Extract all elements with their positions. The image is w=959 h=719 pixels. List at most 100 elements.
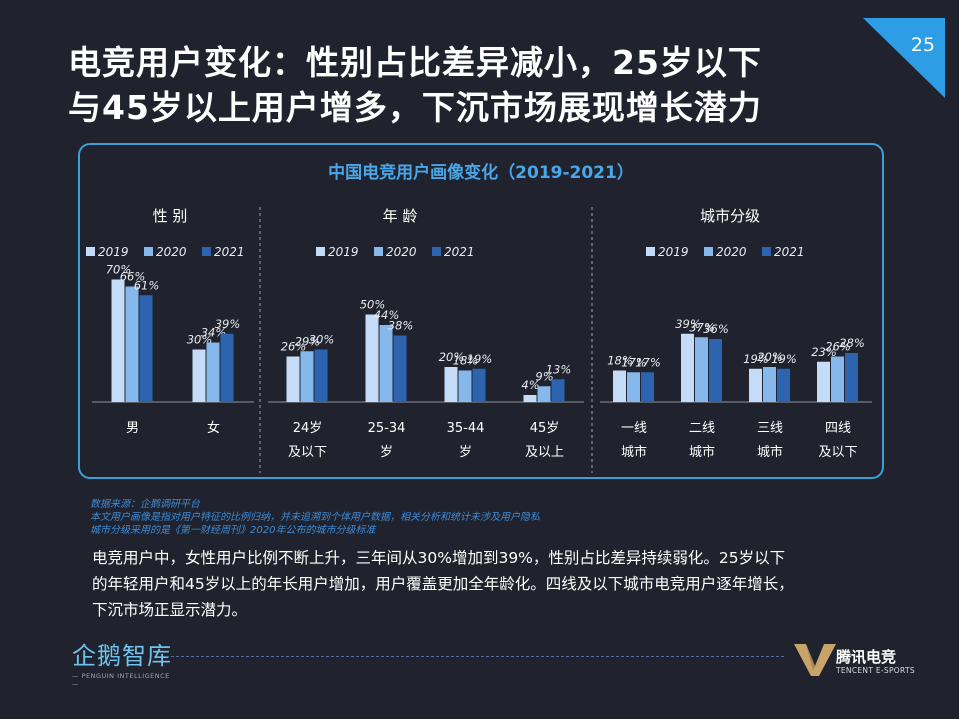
data-label: 26% <box>281 340 307 354</box>
group-title: 城市分级 <box>700 207 760 225</box>
bar <box>111 279 125 402</box>
data-label: 38% <box>388 319 414 333</box>
bar <box>300 351 314 402</box>
category-label: 女 <box>207 420 220 436</box>
chart-panel: 中国电竞用户画像变化（2019-2021） 性 别 2019 2020 2021 70% 6… <box>78 143 884 479</box>
data-label: 13% <box>546 362 572 376</box>
data-label: 30% <box>187 333 213 347</box>
title-line-2: 与45岁以上用户增多，下沉市场展现增长潜力 <box>68 88 762 127</box>
logo-right-sub: TENCENT E-SPORTS <box>836 666 915 675</box>
category-label: 一线 <box>621 421 647 436</box>
legend-label: 2021 <box>214 245 245 259</box>
penguin-intelligence-logo: 企鹅智库 — PENGUIN INTELLIGENCE — <box>64 634 174 688</box>
bar <box>393 335 407 402</box>
bar <box>777 368 790 402</box>
bar <box>139 295 153 402</box>
legend-swatch <box>762 247 771 256</box>
data-label: 66% <box>120 270 146 284</box>
category-label: 二线 <box>689 421 715 436</box>
bar <box>523 395 537 402</box>
data-label: 17% <box>621 355 647 369</box>
logo-left-name: 企鹅智库 <box>72 642 172 670</box>
bar <box>472 368 486 402</box>
data-label: 30% <box>309 333 335 347</box>
bar <box>192 349 206 402</box>
bar <box>845 353 858 402</box>
bar <box>537 386 551 402</box>
bar <box>125 286 139 402</box>
legend-label: 2020 <box>156 245 187 259</box>
legend-label: 2020 <box>386 245 417 259</box>
logo-right-name: 腾讯电竞 <box>836 648 897 666</box>
group-title: 年 龄 <box>383 207 418 225</box>
category-label: 及以上 <box>525 445 564 460</box>
legend-label: 2019 <box>658 245 689 259</box>
data-label: 37% <box>689 320 715 334</box>
bar-chart: 中国电竞用户画像变化（2019-2021） 性 别 2019 2020 2021 70%6… <box>86 162 872 473</box>
page-title: 电竞用户变化：性别占比差异减小，25岁以下 与45岁以上用户增多，下沉市场展现增… <box>68 40 868 130</box>
data-label: 44% <box>374 308 400 322</box>
bar <box>709 339 722 402</box>
legend-label: 2021 <box>444 245 475 259</box>
data-label: 34% <box>201 326 227 340</box>
data-label: 39% <box>675 317 701 331</box>
legend-swatch <box>144 247 153 256</box>
data-label: 17% <box>635 355 661 369</box>
group-title: 性 别 <box>153 207 188 225</box>
bar <box>458 370 472 402</box>
category-label: 三线 <box>757 421 783 436</box>
summary-line: 电竞用户中，女性用户比例不断上升，三年间从30%增加到39%，性别占比差异持续弱… <box>92 549 786 567</box>
source-line: 本文用户画像是指对用户特征的比例归纳，并未追溯到个体用户数据，相关分析和统计未涉… <box>90 512 540 523</box>
data-label: 19% <box>467 352 493 366</box>
corner-triangle <box>863 18 945 98</box>
title-line-1: 电竞用户变化：性别占比差异减小，25岁以下 <box>68 43 762 82</box>
data-label: 28% <box>839 336 865 350</box>
page-number: 25 <box>910 34 935 56</box>
data-label: 36% <box>703 322 729 336</box>
category-label: 及以下 <box>818 445 857 460</box>
source-line: 城市分级采用的是《第一财经周刊》2020年公布的城市分级标准 <box>90 525 376 536</box>
bar <box>681 333 694 402</box>
data-label: 39% <box>215 317 241 331</box>
category-label: 城市 <box>689 444 715 460</box>
bar <box>314 349 328 402</box>
legend-label: 2019 <box>98 245 129 259</box>
category-label: 岁 <box>380 445 393 460</box>
source-line: 数据来源：企鹅调研平台 <box>90 499 200 510</box>
bar <box>695 337 708 402</box>
category-label: 25-34 <box>368 421 406 436</box>
legend-swatch <box>432 247 441 256</box>
bar <box>763 367 776 402</box>
bar <box>206 342 220 402</box>
legend-label: 2021 <box>774 245 805 259</box>
bar <box>220 333 234 402</box>
category-label: 岁 <box>459 445 472 460</box>
data-label: 26% <box>825 340 851 354</box>
data-label: 9% <box>535 369 553 383</box>
data-label: 50% <box>360 298 386 312</box>
summary-line: 下沉市场正显示潜力。 <box>92 601 248 619</box>
v-logo-icon <box>794 644 836 676</box>
data-label: 61% <box>134 278 160 292</box>
data-label: 20% <box>757 350 783 364</box>
data-label: 4% <box>521 378 539 392</box>
legend-swatch <box>704 247 713 256</box>
bar <box>286 356 300 402</box>
footer-divider <box>166 656 784 657</box>
bar <box>551 379 565 402</box>
summary-line: 的年轻用户和45岁以上的年长用户增加，用户覆盖更加全年龄化。四线及以下城市电竞用… <box>92 575 794 593</box>
legend-swatch <box>316 247 325 256</box>
data-label: 19% <box>743 352 769 366</box>
data-label: 18% <box>607 354 633 368</box>
legend-swatch <box>646 247 655 256</box>
category-label: 男 <box>126 421 139 436</box>
bar <box>641 372 654 402</box>
chart-title: 中国电竞用户画像变化（2019-2021） <box>328 162 634 183</box>
category-label: 四线 <box>825 421 851 436</box>
legend-swatch <box>202 247 211 256</box>
category-label: 35-44 <box>447 421 485 436</box>
category-label: 及以下 <box>288 445 327 460</box>
logo-left-sub: — PENGUIN INTELLIGENCE — <box>72 672 170 688</box>
bar <box>365 314 379 402</box>
bar <box>817 361 830 402</box>
